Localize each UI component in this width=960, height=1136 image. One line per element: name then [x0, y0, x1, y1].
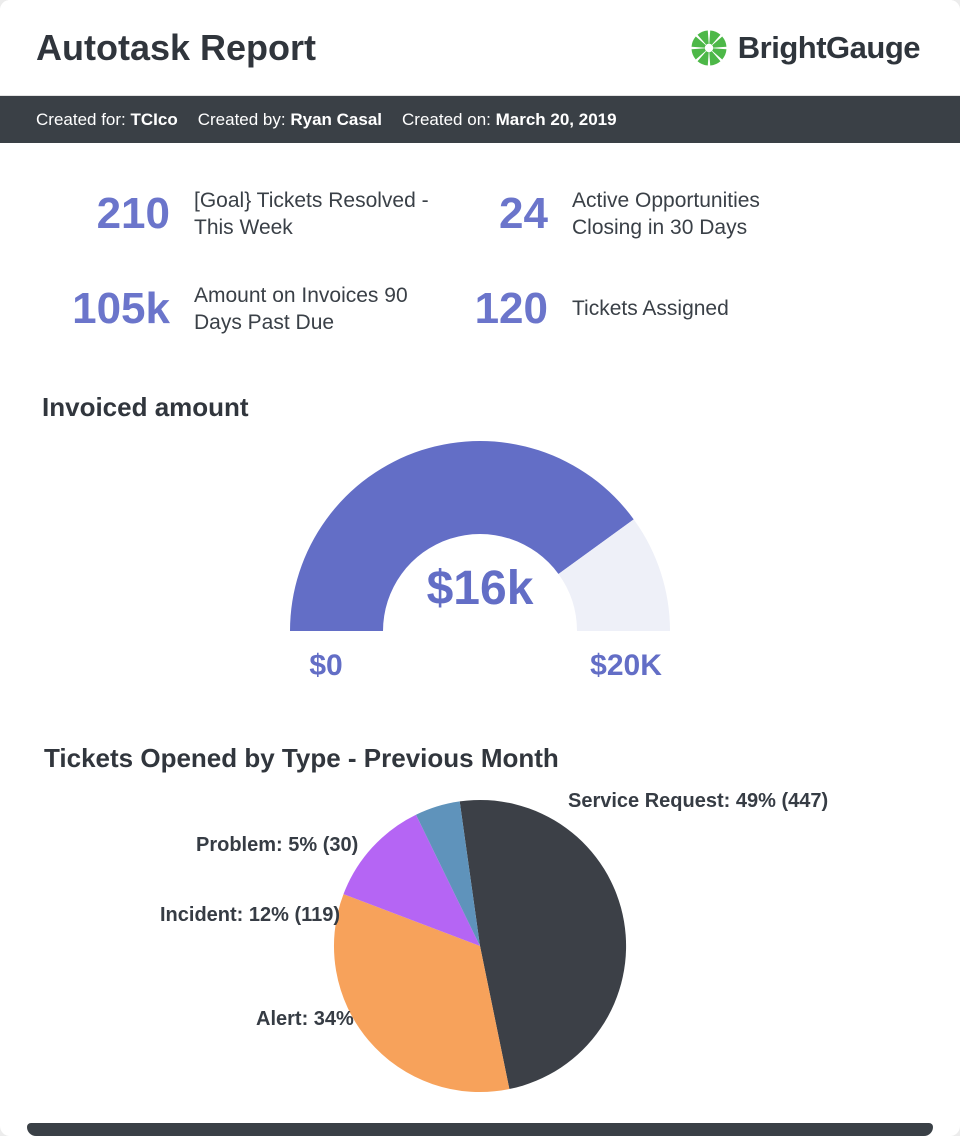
brightgauge-logo-icon	[691, 30, 727, 65]
kpi-label-invoices-past-due: Amount on Invoices 90 Days Past Due	[194, 283, 408, 334]
invoiced-gauge-chart	[290, 441, 670, 632]
pie-title: Tickets Opened by Type - Previous Month	[44, 743, 559, 774]
kpi-value-tickets-assigned: 120	[474, 283, 548, 333]
kpi-value-tickets-resolved: 210	[96, 189, 170, 239]
pie-chart-area: Service Request: 49% (447) Alert: 34% In…	[0, 786, 960, 1130]
gauge-min-label: $0	[309, 649, 343, 683]
kpi-grid: 210 [Goal} Tickets Resolved - This Week …	[30, 187, 960, 336]
meta-bar: Created for: TCIco Created by: Ryan Casa…	[0, 96, 960, 143]
pie-label-alert: Alert: 34%	[256, 1008, 354, 1031]
kpi-value-invoices-past-due: 105k	[72, 283, 170, 333]
created-for-value: TCIco	[130, 109, 178, 129]
gauge-title: Invoiced amount	[42, 392, 249, 423]
created-for-label: Created for:	[36, 109, 126, 129]
brand-name: BrightGauge	[737, 29, 921, 65]
kpi-label-tickets-resolved: [Goal} Tickets Resolved - This Week	[194, 189, 429, 240]
pie-label-problem: Problem: 5% (30)	[196, 834, 359, 857]
page-title: Autotask Report	[36, 26, 317, 68]
kpi-label-active-opportunities: Active Opportunities Closing in 30 Days	[572, 189, 760, 240]
tickets-pie-chart	[333, 800, 627, 1093]
gauge-max-label: $20K	[590, 649, 662, 683]
gauge-value: $16k	[426, 562, 534, 616]
tickets-by-type-section: Tickets Opened by Type - Previous Month …	[0, 743, 960, 1130]
kpi-value-active-opportunities: 24	[499, 189, 548, 239]
kpi-label-tickets-assigned: Tickets Assigned	[572, 297, 729, 321]
footer-bar	[27, 1123, 933, 1136]
invoiced-amount-section: Invoiced amount $16k $0 $20K	[0, 392, 960, 691]
created-by-value: Ryan Casal	[290, 109, 383, 129]
created-by: Created by: Ryan Casal	[198, 110, 382, 130]
report-header: Autotask Report BrightGauge	[0, 0, 960, 96]
created-for: Created for: TCIco	[36, 110, 178, 130]
pie-label-service-request: Service Request: 49% (447)	[568, 790, 829, 813]
brand: BrightGauge	[690, 29, 921, 67]
pie-label-incident: Incident: 12% (119)	[160, 904, 341, 927]
created-by-label: Created by:	[197, 109, 286, 129]
created-on: Created on: March 20, 2019	[402, 110, 617, 130]
created-on-label: Created on:	[402, 109, 491, 129]
created-on-value: March 20, 2019	[495, 109, 617, 129]
gauge-chart-area: $16k $0 $20K	[290, 439, 670, 691]
